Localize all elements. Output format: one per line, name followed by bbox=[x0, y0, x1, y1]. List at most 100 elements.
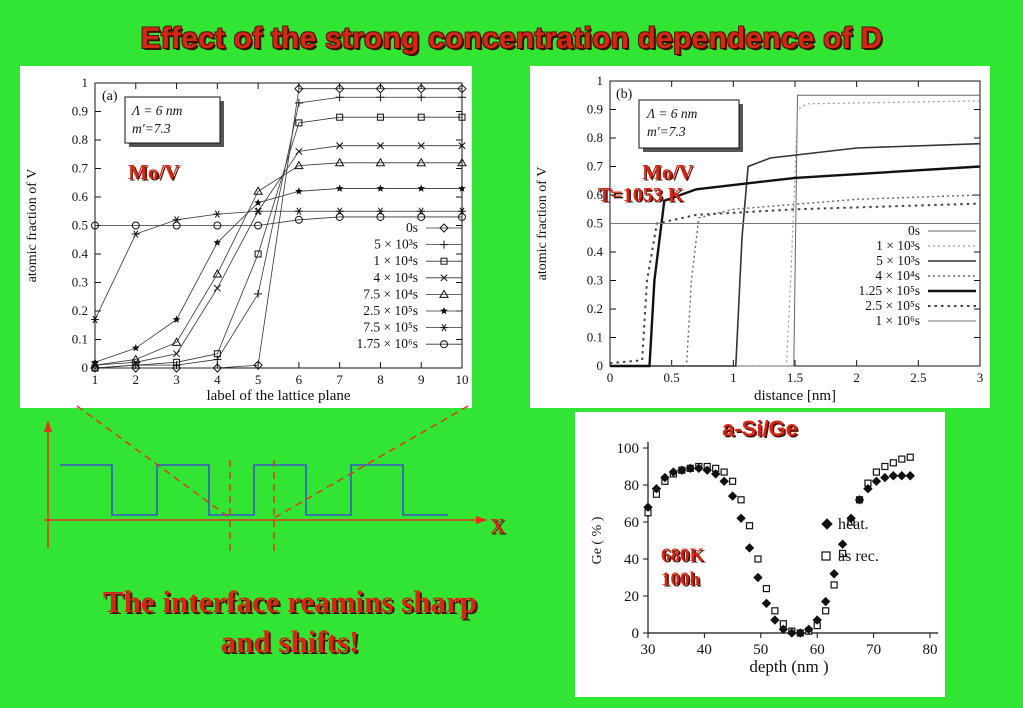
chart-c-plot: 30 40 50 60 70 80 0 20 40 60 80 100 depth (nm ) Ge ( … bbox=[590, 441, 938, 676]
svg-text:m'=7.3: m'=7.3 bbox=[132, 121, 171, 136]
svg-text:0.5: 0.5 bbox=[664, 370, 680, 385]
svg-text:0.9: 0.9 bbox=[72, 104, 88, 119]
svg-text:3: 3 bbox=[173, 372, 180, 387]
svg-text:(a): (a) bbox=[102, 89, 118, 104]
svg-text:7.5 × 10⁴s: 7.5 × 10⁴s bbox=[363, 286, 418, 301]
chart-b-material-label: Mo/V bbox=[642, 160, 694, 184]
interface-schematic bbox=[20, 408, 520, 563]
svg-text:60: 60 bbox=[624, 515, 639, 531]
svg-text:100: 100 bbox=[617, 441, 640, 457]
svg-text:4 × 10⁴s: 4 × 10⁴s bbox=[875, 268, 920, 283]
svg-text:1 × 10⁴s: 1 × 10⁴s bbox=[373, 253, 418, 268]
svg-text:1 × 10³s: 1 × 10³s bbox=[876, 238, 920, 253]
svg-text:Λ = 6 nm: Λ = 6 nm bbox=[130, 103, 183, 118]
svg-text:4 × 10⁴s: 4 × 10⁴s bbox=[373, 270, 418, 285]
caption-line-1: The interface reamins sharp bbox=[103, 584, 477, 619]
svg-text:m'=7.3: m'=7.3 bbox=[647, 124, 686, 139]
svg-text:0.1: 0.1 bbox=[72, 332, 88, 347]
svg-text:0.8: 0.8 bbox=[587, 130, 603, 145]
svg-text:0.7: 0.7 bbox=[72, 161, 89, 176]
svg-text:0.7: 0.7 bbox=[587, 159, 604, 174]
chart-a-material-label: Mo/V bbox=[128, 160, 180, 184]
svg-text:2.5 × 10⁵s: 2.5 × 10⁵s bbox=[865, 298, 920, 313]
svg-text:1: 1 bbox=[92, 372, 99, 387]
svg-text:0.5: 0.5 bbox=[587, 216, 603, 231]
chart-c-panel: a-Si/Ge 30 40 50 60 70 80 0 20 40 60 80 100 depth (n… bbox=[575, 412, 945, 697]
svg-text:Λ = 6 nm: Λ = 6 nm bbox=[645, 106, 698, 121]
svg-text:atomic fraction of V: atomic fraction of V bbox=[535, 167, 550, 281]
svg-text:0: 0 bbox=[597, 358, 604, 373]
svg-text:1: 1 bbox=[730, 370, 737, 385]
svg-text:7: 7 bbox=[336, 372, 343, 387]
chart-b-panel: 0 0.5 1 1.5 2 2.5 3 0 0.1 0.2 0.3 0.4 0.5 0.6 0.7 0.8 0.… bbox=[530, 66, 990, 408]
svg-text:30: 30 bbox=[641, 642, 656, 658]
svg-text:atomic fraction of V: atomic fraction of V bbox=[25, 169, 40, 283]
svg-text:label of the lattice plane: label of the lattice plane bbox=[206, 388, 350, 404]
multilayer-square-wave-plot bbox=[44, 420, 488, 548]
svg-text:2.5 × 10⁵s: 2.5 × 10⁵s bbox=[363, 303, 418, 318]
svg-text:distance [nm]: distance [nm] bbox=[754, 388, 836, 404]
svg-text:40: 40 bbox=[697, 642, 712, 658]
chart-a-panel: 1 2 3 4 5 6 7 8 9 10 0 0.1 0.2 0.3 0.4 0.5 0.6 0.7 0.8 0.9 1… bbox=[20, 66, 472, 408]
svg-text:0.2: 0.2 bbox=[72, 303, 88, 318]
svg-text:1.5: 1.5 bbox=[787, 370, 803, 385]
chart-a-plot: 1 2 3 4 5 6 7 8 9 10 0 0.1 0.2 0.3 0.4 0.5 0.6 0.7 0.8 0.9 1… bbox=[25, 75, 469, 404]
svg-text:4: 4 bbox=[214, 372, 221, 387]
svg-text:0: 0 bbox=[632, 626, 640, 642]
svg-text:60: 60 bbox=[810, 642, 825, 658]
svg-text:2.5: 2.5 bbox=[910, 370, 926, 385]
svg-text:0.5: 0.5 bbox=[72, 218, 88, 233]
svg-text:0.8: 0.8 bbox=[72, 132, 88, 147]
svg-text:0.6: 0.6 bbox=[587, 187, 604, 202]
svg-text:0.9: 0.9 bbox=[587, 102, 603, 117]
svg-text:0s: 0s bbox=[908, 223, 920, 238]
svg-text:9: 9 bbox=[418, 372, 425, 387]
svg-text:heat.: heat. bbox=[838, 516, 869, 533]
svg-text:0s: 0s bbox=[406, 220, 418, 235]
svg-text:7.5 × 10⁵s: 7.5 × 10⁵s bbox=[363, 320, 418, 335]
svg-text:40: 40 bbox=[624, 552, 639, 568]
svg-text:3: 3 bbox=[977, 370, 984, 385]
svg-text:1.25 × 10⁵s: 1.25 × 10⁵s bbox=[859, 283, 920, 298]
svg-text:0.3: 0.3 bbox=[72, 275, 88, 290]
svg-text:6: 6 bbox=[296, 372, 303, 387]
svg-text:2: 2 bbox=[133, 372, 140, 387]
svg-text:8: 8 bbox=[377, 372, 384, 387]
svg-text:80: 80 bbox=[624, 478, 639, 494]
chart-b-temperature-label: T=1053 K bbox=[598, 184, 684, 206]
anneal-temperature: 680K bbox=[661, 545, 705, 566]
svg-text:10: 10 bbox=[456, 372, 469, 387]
svg-text:70: 70 bbox=[866, 642, 881, 658]
schematic-x-axis-label: X bbox=[490, 514, 506, 538]
svg-text:(b): (b) bbox=[616, 87, 633, 102]
svg-text:1.75 × 10⁶s: 1.75 × 10⁶s bbox=[357, 336, 418, 351]
svg-text:80: 80 bbox=[923, 642, 938, 658]
svg-text:2: 2 bbox=[853, 370, 860, 385]
svg-text:0.1: 0.1 bbox=[587, 330, 603, 345]
slide-caption: The interface reamins sharp and shifts! bbox=[30, 582, 550, 663]
caption-line-2: and shifts! bbox=[220, 624, 360, 660]
svg-text:depth (nm ): depth (nm ) bbox=[749, 657, 828, 676]
svg-text:5: 5 bbox=[255, 372, 262, 387]
chart-b-plot: 0 0.5 1 1.5 2 2.5 3 0 0.1 0.2 0.3 0.4 0.5 0.6 0.7 0.8 0.… bbox=[535, 73, 984, 404]
svg-text:5 × 10³s: 5 × 10³s bbox=[374, 237, 418, 252]
svg-text:1: 1 bbox=[597, 73, 604, 88]
slide-title: Effect of the strong concentration depen… bbox=[140, 22, 883, 55]
chart-c-anneal-note: 680K 100h bbox=[661, 544, 704, 592]
svg-text:0.4: 0.4 bbox=[587, 244, 604, 259]
svg-text:as rec.: as rec. bbox=[838, 548, 879, 565]
svg-text:0.6: 0.6 bbox=[72, 189, 89, 204]
svg-text:0.2: 0.2 bbox=[587, 301, 603, 316]
svg-text:1 × 10⁶s: 1 × 10⁶s bbox=[875, 313, 920, 328]
svg-text:1: 1 bbox=[82, 75, 89, 90]
svg-text:5 × 10³s: 5 × 10³s bbox=[876, 253, 920, 268]
anneal-time: 100h bbox=[661, 568, 701, 590]
svg-text:50: 50 bbox=[753, 642, 768, 658]
svg-text:0: 0 bbox=[82, 360, 89, 375]
svg-text:0: 0 bbox=[607, 370, 614, 385]
svg-text:0.3: 0.3 bbox=[587, 273, 603, 288]
svg-text:20: 20 bbox=[624, 589, 639, 605]
chart-c-title: a-Si/Ge bbox=[722, 416, 798, 441]
svg-text:Ge ( % ): Ge ( % ) bbox=[590, 516, 605, 564]
